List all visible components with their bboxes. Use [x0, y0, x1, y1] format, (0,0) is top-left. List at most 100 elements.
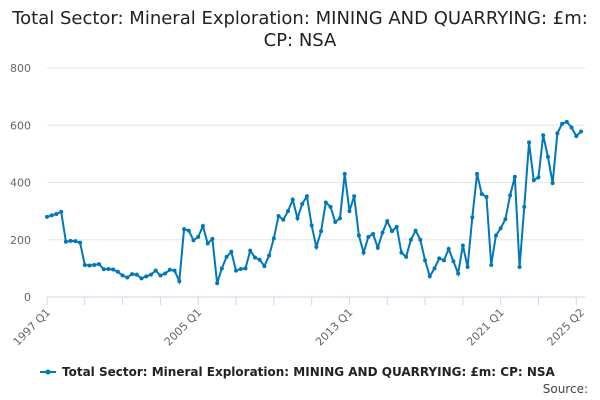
- data-point: [484, 194, 489, 199]
- data-point: [191, 238, 196, 243]
- data-point: [545, 154, 550, 159]
- data-point: [531, 178, 536, 183]
- data-point: [271, 236, 276, 241]
- data-point: [82, 262, 87, 267]
- data-point: [177, 279, 182, 284]
- data-point: [219, 266, 224, 271]
- data-point: [134, 272, 139, 277]
- x-tick-label: 2013 Q1: [313, 306, 356, 349]
- legend[interactable]: Total Sector: Mineral Exploration: MININ…: [40, 365, 555, 379]
- data-point: [427, 274, 432, 279]
- data-point: [286, 209, 291, 214]
- data-point: [418, 237, 423, 242]
- data-point: [45, 214, 49, 219]
- data-point: [248, 248, 253, 253]
- data-point: [144, 274, 149, 279]
- y-tick-label: 400: [10, 177, 31, 190]
- chart-title: Total Sector: Mineral Exploration: MININ…: [12, 8, 588, 51]
- data-point: [475, 171, 480, 176]
- data-point: [304, 194, 309, 199]
- data-point: [215, 281, 220, 286]
- data-point: [536, 175, 541, 180]
- data-point: [257, 257, 262, 262]
- data-point: [281, 217, 286, 222]
- data-point: [446, 246, 451, 251]
- data-point: [205, 241, 210, 246]
- data-point: [385, 219, 390, 224]
- data-point: [182, 227, 187, 232]
- x-tick-label: 2025 Q2: [545, 306, 588, 349]
- data-point: [153, 268, 158, 273]
- data-point: [314, 244, 319, 249]
- data-point: [465, 264, 470, 269]
- data-point: [356, 233, 361, 238]
- data-point: [290, 197, 295, 202]
- data-point: [541, 133, 546, 138]
- data-point: [470, 215, 475, 220]
- data-point: [512, 174, 517, 179]
- data-point: [87, 263, 92, 268]
- data-point: [139, 276, 144, 281]
- data-point: [399, 250, 404, 255]
- data-point: [394, 224, 399, 229]
- data-point: [120, 273, 125, 278]
- data-point: [555, 131, 560, 136]
- data-point: [489, 262, 494, 267]
- data-point: [78, 240, 83, 245]
- data-point: [579, 129, 583, 134]
- data-point: [186, 228, 191, 233]
- data-point: [460, 243, 465, 248]
- data-point: [148, 272, 153, 277]
- data-point: [200, 224, 205, 229]
- data-point: [196, 234, 201, 239]
- data-point: [167, 267, 172, 272]
- x-tick-label: 2021 Q1: [464, 306, 507, 349]
- data-point: [96, 262, 101, 267]
- data-point: [300, 201, 305, 206]
- data-point: [323, 200, 328, 205]
- data-point: [276, 213, 281, 218]
- y-tick-label: 200: [10, 234, 31, 247]
- data-point: [574, 134, 579, 139]
- data-point: [59, 209, 64, 214]
- data-point: [508, 193, 513, 198]
- series-line: [46, 120, 582, 286]
- data-point: [522, 204, 527, 209]
- data-point: [413, 228, 418, 233]
- data-point: [115, 269, 120, 274]
- data-point: [352, 194, 357, 199]
- legend-label: Total Sector: Mineral Exploration: MININ…: [62, 365, 555, 379]
- data-point: [437, 256, 442, 261]
- source-label: Source:: [542, 382, 588, 396]
- data-point: [432, 266, 437, 271]
- data-point: [493, 233, 498, 238]
- data-point: [125, 275, 130, 280]
- data-point: [380, 230, 385, 235]
- data-point: [224, 254, 229, 259]
- data-point: [158, 273, 163, 278]
- data-point: [451, 259, 456, 264]
- y-tick-label: 0: [24, 291, 31, 304]
- data-point: [371, 232, 376, 237]
- data-point: [337, 216, 342, 221]
- data-point: [243, 266, 248, 271]
- data-point: [73, 239, 78, 244]
- data-point: [101, 267, 106, 272]
- data-point: [560, 121, 565, 126]
- data-point: [550, 181, 555, 186]
- data-point: [229, 249, 234, 254]
- data-point: [503, 217, 508, 222]
- data-point: [441, 258, 446, 263]
- data-point: [68, 238, 73, 243]
- data-point: [172, 268, 177, 273]
- data-point: [92, 262, 97, 267]
- data-point: [342, 171, 347, 176]
- data-point: [49, 213, 54, 218]
- data-point: [267, 253, 272, 258]
- x-tick-label: 2005 Q1: [162, 306, 205, 349]
- data-point: [54, 211, 59, 216]
- data-point: [498, 226, 503, 231]
- data-point: [479, 191, 484, 196]
- data-point: [389, 229, 394, 234]
